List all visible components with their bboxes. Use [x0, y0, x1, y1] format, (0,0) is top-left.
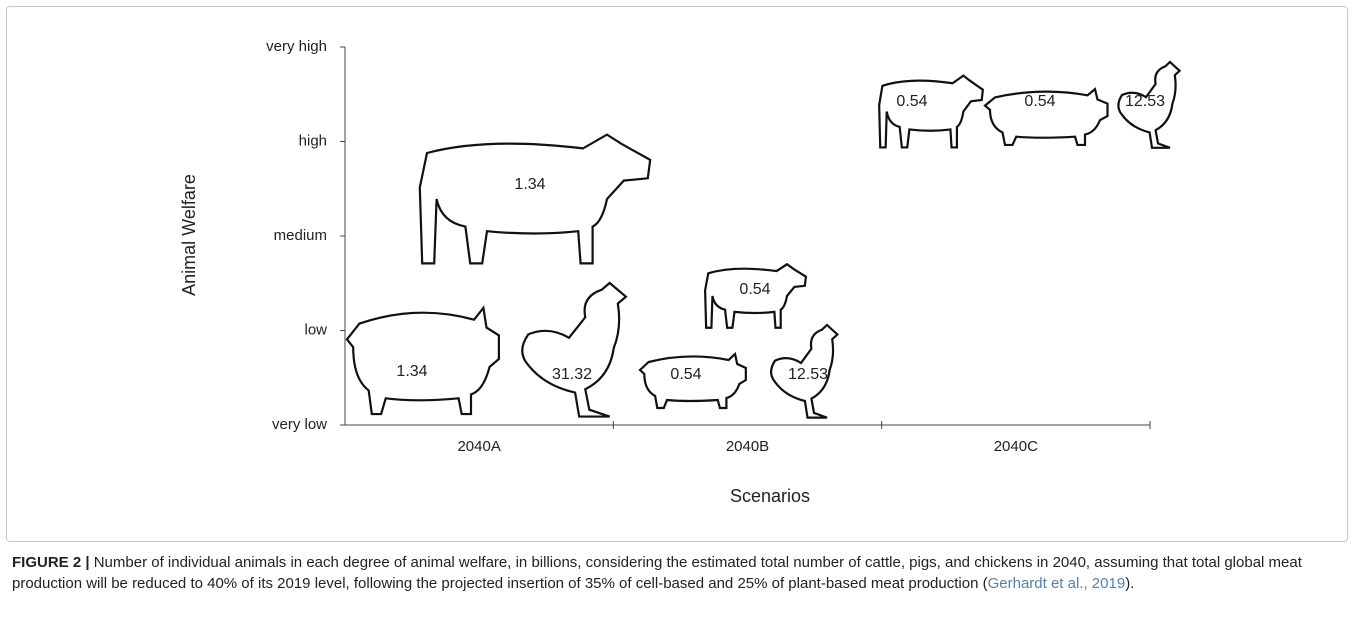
chicken-icon [771, 325, 837, 418]
x-tick-label: 2040C [994, 438, 1038, 455]
value-label: 0.54 [739, 281, 770, 298]
y-tick-label: high [299, 132, 327, 149]
y-tick-label: low [304, 321, 327, 338]
pig-icon [985, 89, 1108, 145]
value-label: 12.53 [1125, 93, 1165, 110]
y-tick-label: medium [274, 227, 327, 244]
pig-icon [640, 354, 746, 408]
y-axis-label: Animal Welfare [179, 174, 199, 296]
y-tick-label: very low [272, 416, 327, 433]
cow-icon [420, 135, 650, 264]
value-label: 1.34 [514, 176, 545, 193]
figure-frame [6, 6, 1348, 542]
pig-icon [347, 308, 499, 414]
value-label: 31.32 [552, 366, 592, 383]
cow-icon [879, 76, 983, 148]
chicken-icon [522, 283, 626, 417]
x-tick-label: 2040B [726, 438, 769, 455]
value-label: 12.53 [788, 366, 828, 383]
citation[interactable]: Gerhardt et al., 2019 [987, 575, 1126, 592]
chicken-icon [1118, 62, 1179, 148]
caption-text: Number of individual animals in each deg… [12, 554, 1302, 592]
value-label: 0.54 [896, 93, 927, 110]
x-tick-label: 2040A [457, 438, 500, 455]
y-tick-label: very high [266, 38, 327, 55]
cow-icon [705, 264, 806, 327]
value-label: 1.34 [396, 363, 427, 380]
chart: Animal Welfare Scenarios very low low medi… [179, 38, 1356, 506]
caption-label: FIGURE 2 | [12, 554, 90, 571]
caption: FIGURE 2 | Number of individual animals … [12, 552, 1346, 594]
x-axis-label: Scenarios [730, 486, 810, 506]
value-label: 0.54 [670, 366, 701, 383]
caption-tail: ). [1125, 575, 1135, 592]
value-label: 0.54 [1024, 93, 1055, 110]
